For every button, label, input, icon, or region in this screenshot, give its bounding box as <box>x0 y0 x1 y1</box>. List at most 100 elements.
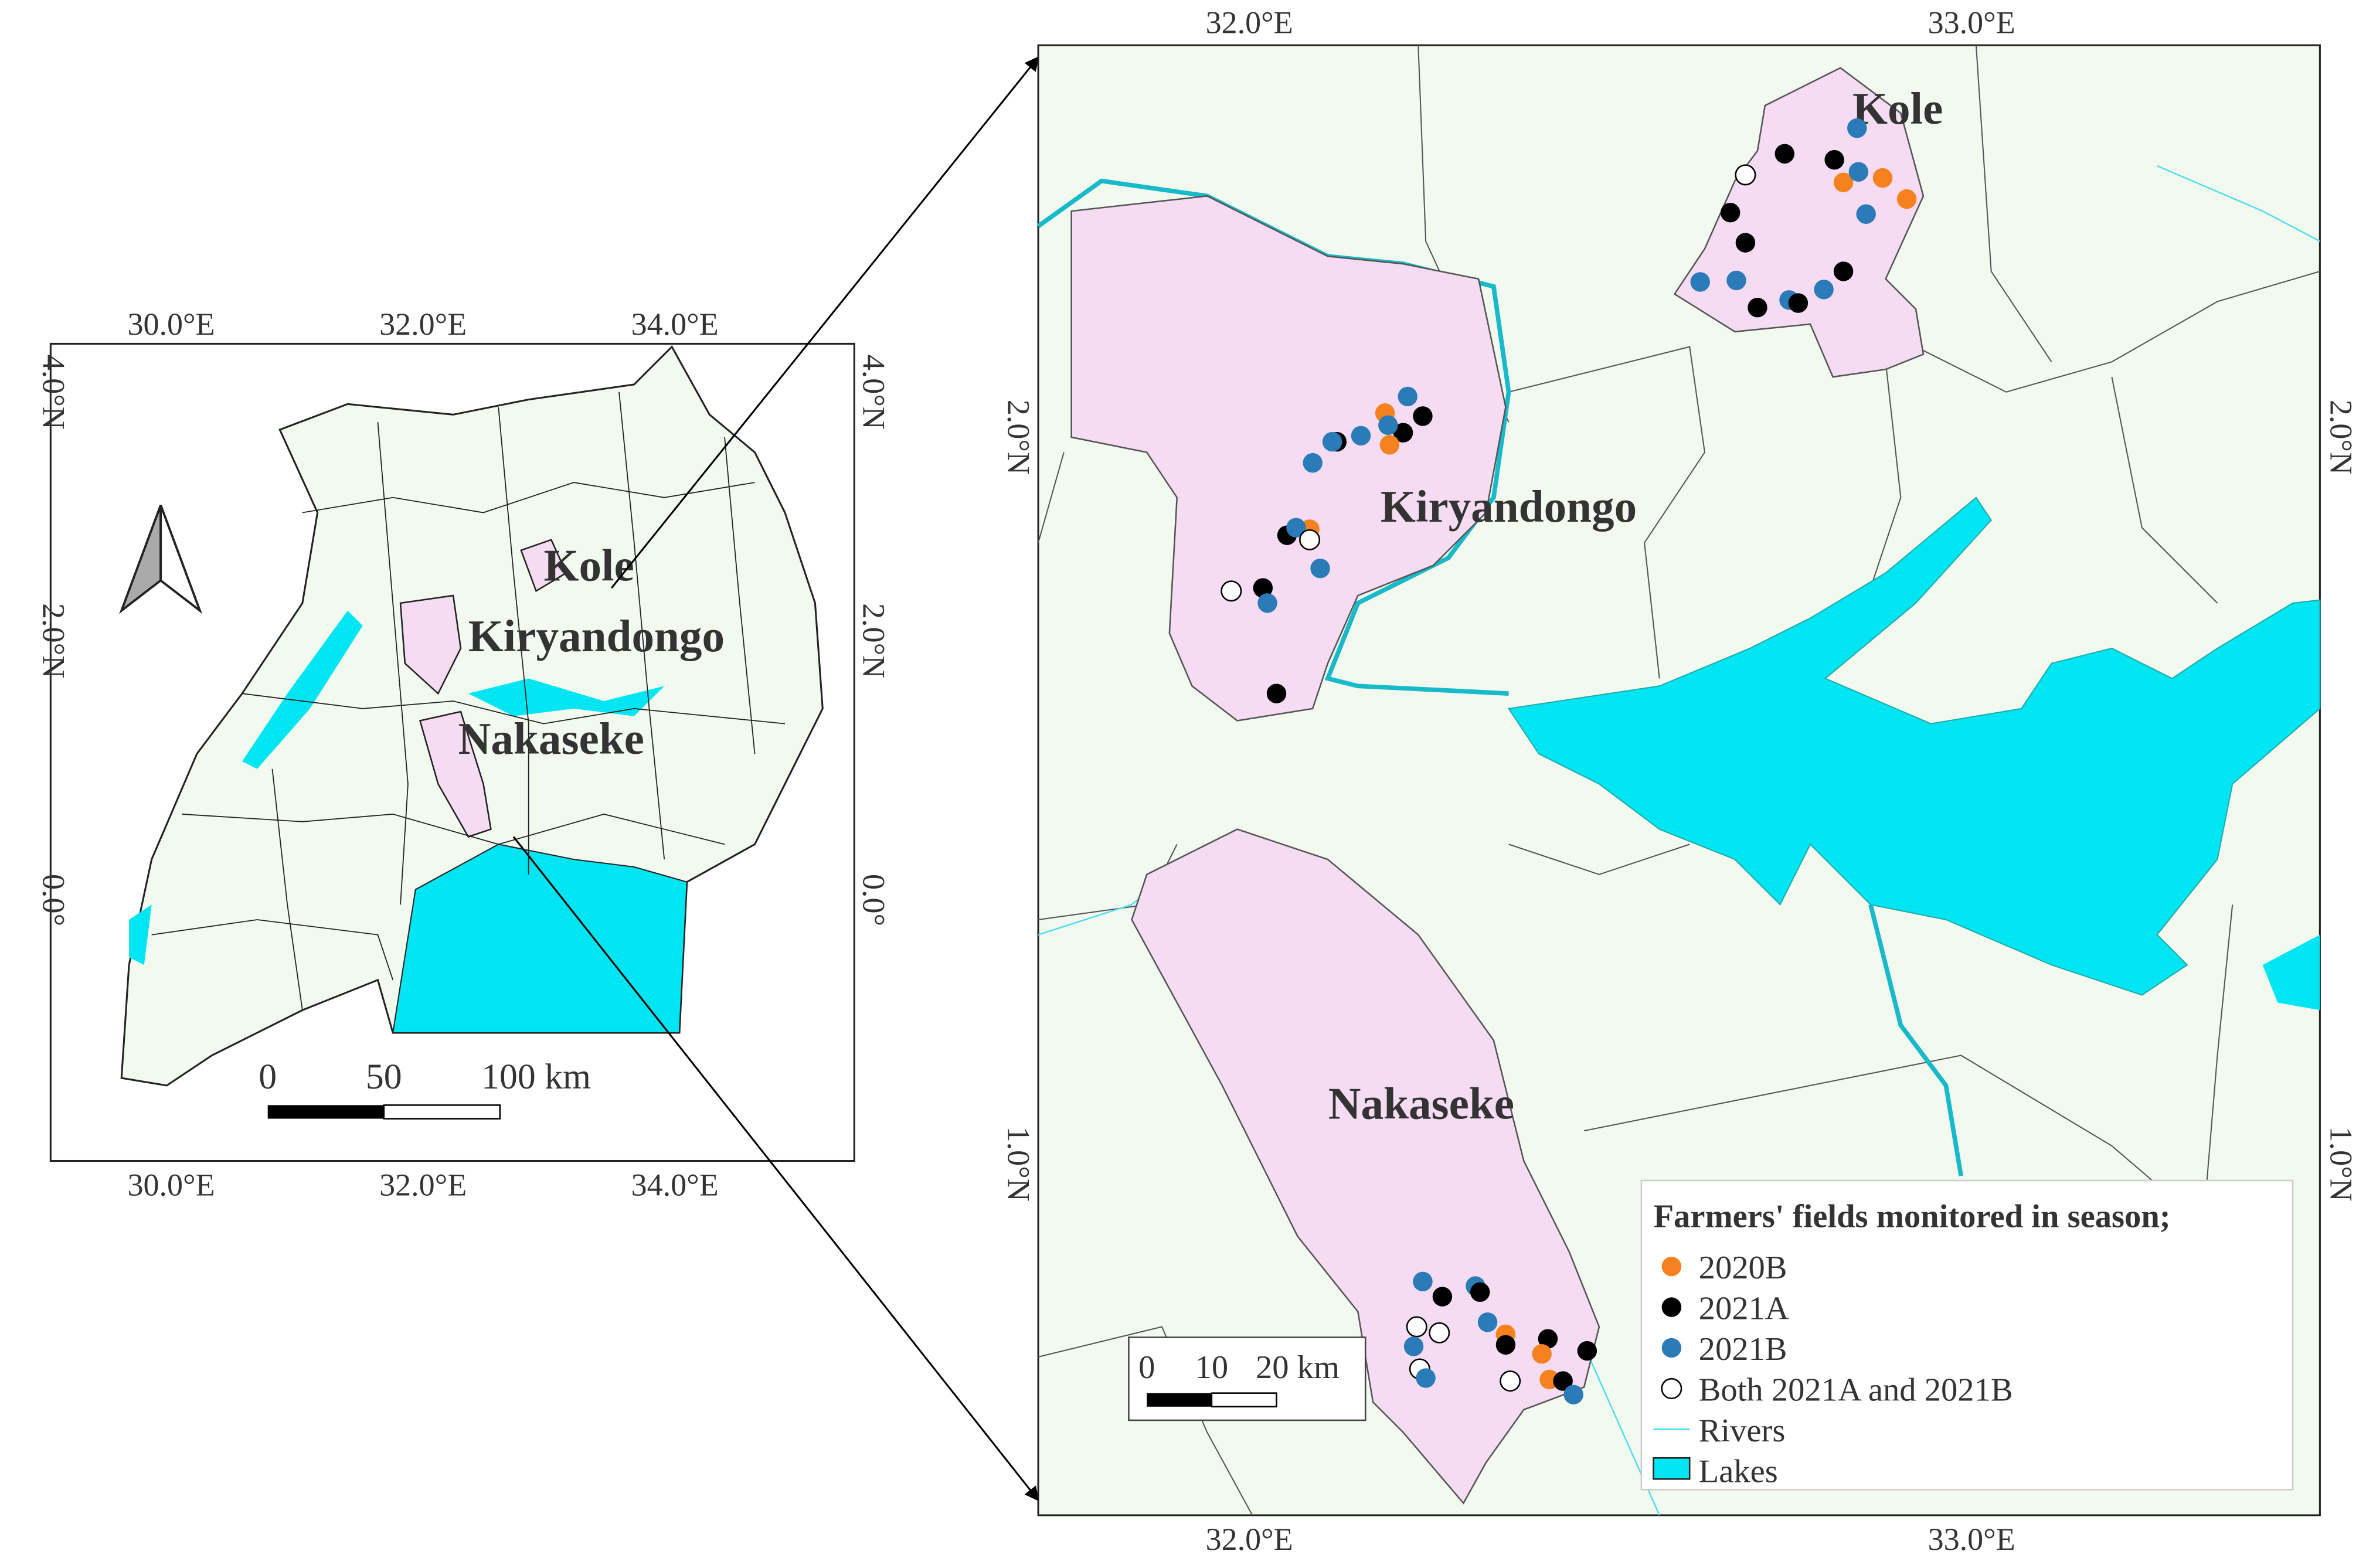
field-point <box>1470 1282 1490 1302</box>
lon-label: 34.0°E <box>631 307 719 342</box>
lat-label: 0.0° <box>36 874 71 926</box>
field-point <box>1221 580 1242 602</box>
field-point <box>1393 423 1413 443</box>
legend-item: Rivers <box>1699 1413 1786 1449</box>
field-point <box>1726 270 1746 291</box>
scale-label: 100 km <box>481 1057 591 1097</box>
field-point <box>1351 426 1371 446</box>
lon-label: 32.0°E <box>1206 5 1293 40</box>
field-point <box>1413 1271 1433 1292</box>
field-point <box>1398 386 1417 407</box>
kole-overview <box>520 539 567 593</box>
connector <box>512 836 1039 1502</box>
nakaseke-overview <box>419 710 492 838</box>
field-point <box>1495 1335 1516 1355</box>
field-point <box>1720 202 1740 223</box>
lake-edward <box>129 904 152 965</box>
field-point <box>1577 1341 1597 1361</box>
field-point <box>1432 1287 1453 1307</box>
legend-item: Both 2021A and 2021B <box>1699 1372 2013 1408</box>
lon-label: 30.0°E <box>128 307 215 342</box>
legend-swatch <box>1661 1256 1682 1277</box>
field-point <box>1690 272 1710 292</box>
field-point <box>1872 168 1893 188</box>
field-point <box>1735 233 1756 253</box>
kiryandongo <box>1070 195 1507 722</box>
legend-box <box>1640 1179 2294 1491</box>
field-point <box>1847 118 1867 138</box>
field-point <box>1299 529 1321 550</box>
lat-label: 2.0°N <box>1001 400 1036 475</box>
field-point <box>1303 453 1323 473</box>
legend-item: 2021B <box>1699 1331 1787 1368</box>
district-label: Nakaseke <box>458 713 644 764</box>
nakaseke <box>1131 828 1600 1505</box>
scale-bar-white <box>383 1104 501 1120</box>
district-label: Kole <box>543 540 634 590</box>
lake-victoria <box>392 843 688 1033</box>
field-point <box>1856 204 1876 224</box>
field-point <box>1403 1336 1424 1356</box>
field-point <box>1848 162 1869 182</box>
district-label: Nakaseke <box>1328 1079 1514 1129</box>
lat-label: 4.0°N <box>36 355 71 430</box>
field-point <box>1735 164 1756 186</box>
field-point <box>1378 415 1398 436</box>
field-point <box>1500 1370 1521 1392</box>
legend-swatch <box>1661 1297 1682 1317</box>
legend-swatch <box>1661 1338 1682 1358</box>
legend-swatch <box>1661 1377 1682 1399</box>
scale-label: 10 <box>1195 1349 1229 1386</box>
north-arrow-right <box>159 504 203 614</box>
scale-label: 0 <box>259 1057 277 1097</box>
lat-label: 2.0°N <box>856 603 892 678</box>
district-label: Kole <box>1852 83 1943 134</box>
scale-label: 50 <box>366 1057 402 1097</box>
lat-label: 2.0°N <box>2323 400 2358 475</box>
detail-district-borders <box>1038 45 2320 1516</box>
lon-label: 32.0°E <box>1206 1522 1293 1557</box>
lon-label: 32.0°E <box>379 1168 467 1203</box>
field-point <box>1833 261 1854 281</box>
scale-bar-white <box>1211 1392 1277 1408</box>
field-point <box>1824 149 1844 170</box>
kole <box>1673 67 1925 378</box>
field-point <box>1814 280 1834 300</box>
lon-label: 33.0°E <box>1928 5 2015 40</box>
field-point <box>1322 431 1342 452</box>
district-label: Kiryandongo <box>1381 481 1637 532</box>
lake-albert <box>242 610 363 769</box>
lat-label: 1.0°N <box>2323 1127 2358 1202</box>
lon-label: 30.0°E <box>128 1168 215 1203</box>
lon-label: 34.0°E <box>631 1168 719 1203</box>
field-points <box>1221 118 1917 1404</box>
scale-bar-black <box>267 1105 384 1119</box>
legend-item: Lakes <box>1699 1453 1778 1489</box>
scale-label: 0 <box>1138 1349 1155 1386</box>
field-point <box>1266 683 1287 703</box>
legend-item: 2021A <box>1699 1291 1789 1327</box>
field-point <box>1379 435 1400 455</box>
lake <box>2262 934 2320 1011</box>
field-point <box>1563 1385 1583 1404</box>
field-point <box>1286 518 1306 538</box>
lake-kyoga <box>1507 496 2321 996</box>
lon-label: 33.0°E <box>1928 1522 2015 1557</box>
lake-kyoga <box>468 678 665 716</box>
district-label: Kiryandongo <box>468 611 725 661</box>
scale-bar-black <box>1147 1393 1212 1407</box>
scale-label: 20 km <box>1256 1349 1340 1386</box>
field-point <box>1429 1322 1450 1343</box>
legend-swatch <box>1653 1457 1691 1480</box>
field-point <box>1774 144 1794 164</box>
field-point <box>1538 1329 1558 1349</box>
lat-label: 2.0°N <box>36 603 71 678</box>
field-point <box>1833 172 1854 192</box>
kiryandongo-overview <box>399 594 462 695</box>
field-point <box>1253 578 1273 598</box>
field-point <box>1532 1344 1552 1364</box>
lat-label: 1.0°N <box>1001 1127 1036 1202</box>
lon-label: 32.0°E <box>379 307 467 342</box>
field-point <box>1477 1312 1498 1332</box>
